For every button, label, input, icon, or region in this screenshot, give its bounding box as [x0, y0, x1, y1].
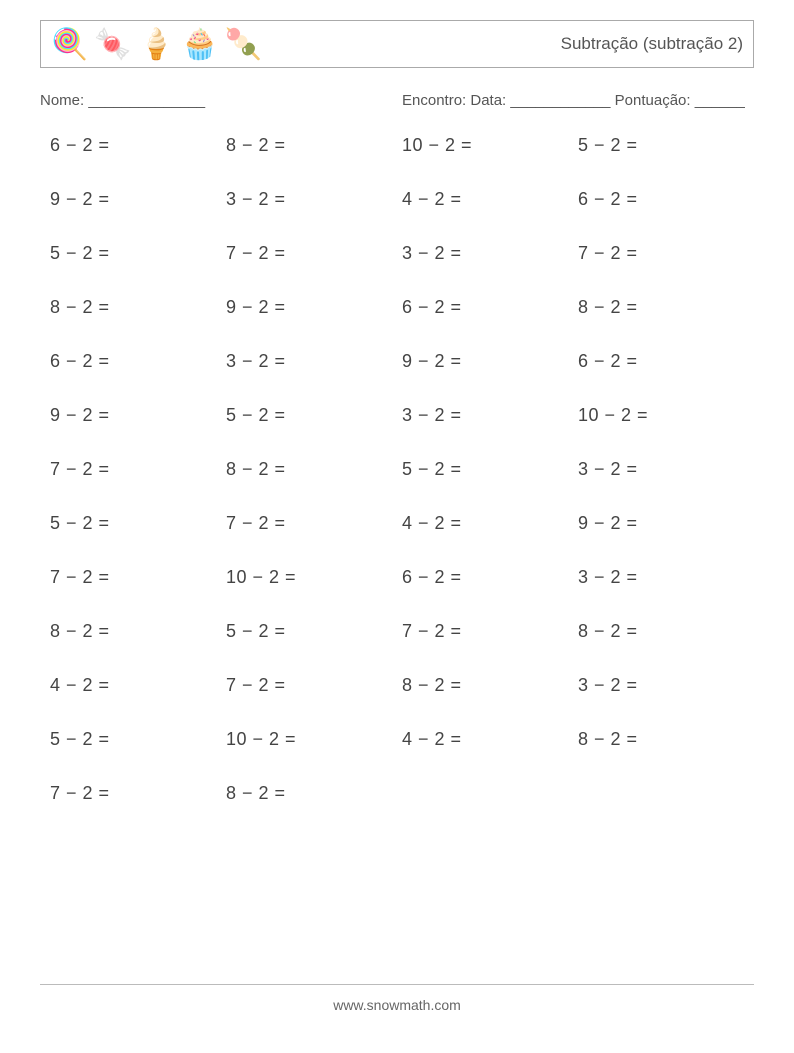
problem-cell: 4 − 2 =: [50, 675, 216, 696]
problem-cell: 8 − 2 =: [50, 621, 216, 642]
problem-cell: 8 − 2 =: [226, 783, 392, 804]
problem-cell: 7 − 2 =: [402, 621, 568, 642]
footer-url: www.snowmath.com: [0, 997, 794, 1013]
problem-cell: 9 − 2 =: [226, 297, 392, 318]
footer-divider: [40, 984, 754, 985]
cupcake-icon: 🧁: [181, 27, 218, 62]
problem-cell: 6 − 2 =: [578, 351, 744, 372]
problem-cell: 9 − 2 =: [50, 189, 216, 210]
problem-cell: 3 − 2 =: [226, 351, 392, 372]
problem-cell: 8 − 2 =: [226, 135, 392, 156]
problem-cell: 3 − 2 =: [578, 459, 744, 480]
problem-cell: 9 − 2 =: [402, 351, 568, 372]
icecream-icon: 🍦: [138, 27, 175, 62]
problem-cell: 4 − 2 =: [402, 189, 568, 210]
problem-cell: 5 − 2 =: [50, 729, 216, 750]
problem-cell: 3 − 2 =: [402, 243, 568, 264]
problems-grid: 6 − 2 = 8 − 2 = 10 − 2 = 5 − 2 = 9 − 2 =…: [50, 135, 744, 804]
header-icons: 🍭 🍬 🍦 🧁 🍡: [51, 27, 262, 62]
problem-cell: 7 − 2 =: [50, 459, 216, 480]
worksheet-title: Subtração (subtração 2): [561, 34, 743, 54]
problem-cell: 7 − 2 =: [50, 783, 216, 804]
problem-cell: 3 − 2 =: [578, 675, 744, 696]
problem-cell: 7 − 2 =: [226, 243, 392, 264]
problem-cell: 7 − 2 =: [50, 567, 216, 588]
problem-cell: 8 − 2 =: [402, 675, 568, 696]
problem-cell: 9 − 2 =: [50, 405, 216, 426]
problem-cell: 7 − 2 =: [226, 513, 392, 534]
problem-cell: 6 − 2 =: [402, 297, 568, 318]
problem-cell: 10 − 2 =: [402, 135, 568, 156]
problem-cell: 6 − 2 =: [578, 189, 744, 210]
problem-cell: [578, 783, 744, 804]
problem-cell: 3 − 2 =: [578, 567, 744, 588]
candy-cane-icon: 🍡: [224, 27, 261, 62]
problem-cell: 3 − 2 =: [226, 189, 392, 210]
problem-cell: 5 − 2 =: [50, 243, 216, 264]
problem-cell: 10 − 2 =: [578, 405, 744, 426]
problem-cell: 8 − 2 =: [578, 297, 744, 318]
problem-cell: 10 − 2 =: [226, 729, 392, 750]
problem-cell: 8 − 2 =: [578, 729, 744, 750]
problem-cell: [402, 783, 568, 804]
problem-cell: 8 − 2 =: [578, 621, 744, 642]
problem-cell: 10 − 2 =: [226, 567, 392, 588]
name-field: Nome: ______________: [40, 92, 392, 109]
problem-cell: 5 − 2 =: [226, 621, 392, 642]
problem-cell: 5 − 2 =: [50, 513, 216, 534]
problem-cell: 4 − 2 =: [402, 513, 568, 534]
problem-cell: 7 − 2 =: [226, 675, 392, 696]
problem-cell: 6 − 2 =: [402, 567, 568, 588]
problem-cell: 8 − 2 =: [50, 297, 216, 318]
sweets-icon: 🍬: [94, 27, 131, 62]
problem-cell: 4 − 2 =: [402, 729, 568, 750]
problem-cell: 7 − 2 =: [578, 243, 744, 264]
problem-cell: 6 − 2 =: [50, 135, 216, 156]
problem-cell: 9 − 2 =: [578, 513, 744, 534]
info-line: Nome: ______________ Encontro: Data: ___…: [40, 92, 754, 109]
date-score-field: Encontro: Data: ____________ Pontuação: …: [392, 92, 754, 109]
header-box: 🍭 🍬 🍦 🧁 🍡 Subtração (subtração 2): [40, 20, 754, 68]
problem-cell: 5 − 2 =: [226, 405, 392, 426]
problem-cell: 8 − 2 =: [226, 459, 392, 480]
problem-cell: 5 − 2 =: [578, 135, 744, 156]
problem-cell: 6 − 2 =: [50, 351, 216, 372]
problem-cell: 5 − 2 =: [402, 459, 568, 480]
candy-icon: 🍭: [51, 27, 88, 62]
problem-cell: 3 − 2 =: [402, 405, 568, 426]
